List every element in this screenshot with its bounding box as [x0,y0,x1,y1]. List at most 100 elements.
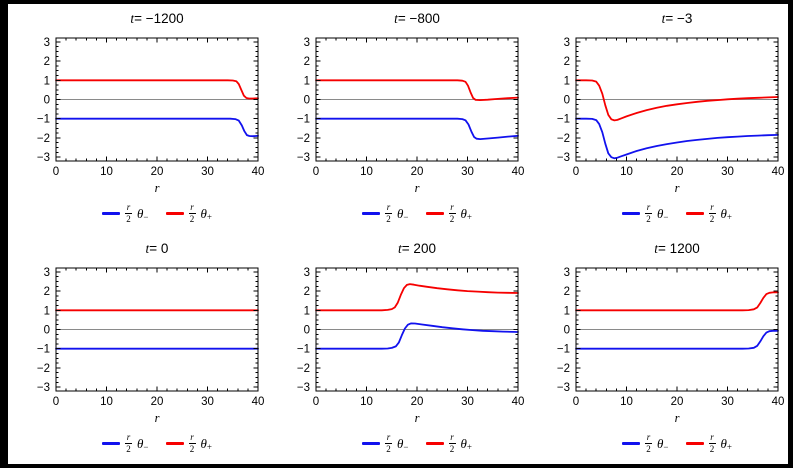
fraction-bar [188,213,196,214]
y-tick-label: −2 [37,363,50,375]
y-tick-label: 1 [44,75,50,87]
minus-subscript: − [403,211,409,222]
x-tick-label: 20 [671,396,684,408]
legend-item-theta-plus: r 2 θ+ [425,202,472,224]
y-tick-label: 3 [304,267,310,279]
x-tick-label: 10 [100,166,113,178]
legend-item-theta-minus: r 2 θ− [622,433,669,454]
legend-item-theta-minus: r 2 θ− [622,202,669,224]
x-tick-label: 40 [772,396,785,408]
theta-plus-symbol: θ+ [200,435,212,452]
minus-subscript: − [143,211,149,222]
plus-subscript: + [206,441,212,452]
y-tick-label: 0 [44,325,50,337]
title-variable: t [394,11,398,26]
panel-title: t= −1200 [130,11,183,30]
fraction-bar [125,213,133,214]
fraction-bar [125,443,133,444]
legend-line-sample-red [165,212,184,215]
y-tick-label: 2 [44,56,50,68]
plot-panel: t= −1200 0 10 20 30 40 −3 −2 −1 0 1 2 3 r r 2 θ− r … [8,4,268,234]
y-tick-label: 0 [304,325,310,337]
curve-theta-minus [55,117,259,138]
x-tick-label: 20 [151,166,164,178]
legend-item-theta-minus: r 2 θ− [362,433,409,454]
plot-area: 0 10 20 30 40 −3 −2 −1 0 1 2 3 [557,267,785,408]
legend-line-sample-red [685,442,704,445]
title-variable: t [145,241,150,256]
legend: r 2 θ− r 2 θ+ [362,203,472,224]
fraction-numerator: r [646,202,651,212]
x-axis-label: r [154,411,160,425]
curve-theta-minus [575,117,779,160]
legend-line-sample-blue [622,212,641,215]
title-variable: t [661,11,666,26]
theta-plus-symbol: θ+ [460,205,472,222]
legend-fraction: r 2 [645,433,653,454]
x-tick-label: 0 [53,396,59,408]
legend-item-theta-plus: r 2 θ+ [165,433,212,454]
legend-item-theta-plus: r 2 θ+ [685,433,732,454]
plot-panel: t= −3 0 10 20 30 40 −3 −2 −1 0 1 2 3 r r 2 θ− r 2 [528,4,788,234]
fraction-numerator: r [386,202,391,212]
curve-theta-plus [575,79,779,122]
y-tick-label: −1 [297,114,310,126]
plot-area: 0 10 20 30 40 −3 −2 −1 0 1 2 3 [557,37,785,178]
fraction-bar [708,213,716,214]
fraction-denominator: 2 [126,444,131,454]
y-tick-label: 2 [304,56,310,68]
legend: r 2 θ− r 2 θ+ [102,203,212,224]
theta-minus-symbol: θ− [657,435,669,452]
x-tick-label: 0 [573,166,579,178]
title-value: = −1200 [134,11,184,26]
legend-line-sample-blue [362,442,381,445]
theta-plus-symbol: θ+ [720,435,732,452]
fraction-numerator: r [450,202,454,212]
fraction-bar [708,443,716,444]
x-tick-label: 10 [360,396,373,408]
title-value: = −800 [397,11,440,26]
y-tick-label: 1 [304,305,310,317]
fraction-denominator: 2 [449,214,455,224]
y-tick-label: −3 [557,382,570,394]
x-axis-label: r [674,181,680,195]
y-tick-label: 3 [564,267,570,279]
theta-plus-symbol: θ+ [460,435,472,452]
fraction-denominator: 2 [709,444,715,454]
y-tick-label: −2 [37,133,50,145]
legend-item-theta-minus: r 2 θ− [102,433,149,454]
panel-title: t= 1200 [654,241,699,260]
y-tick-label: 3 [44,267,50,279]
x-tick-label: 10 [360,166,373,178]
legend-line-sample-blue [362,212,381,215]
x-tick-label: 40 [772,166,785,178]
curve-theta-minus [575,329,779,350]
y-tick-label: −3 [297,382,310,394]
legend-item-theta-minus: r 2 θ− [102,203,149,224]
x-tick-label: 0 [573,396,579,408]
y-tick-label: −3 [37,382,50,394]
plus-subscript: + [726,211,732,222]
legend-fraction: r 2 [645,202,653,224]
fraction-bar [385,213,393,214]
minus-subscript: − [403,441,409,452]
legend-line-sample-blue [622,442,641,445]
theta-minus-symbol: θ− [657,205,669,222]
plot-area: 0 10 20 30 40 −3 −2 −1 0 1 2 3 [37,37,265,178]
y-tick-label: −2 [297,133,310,145]
legend-line-sample-red [165,442,184,445]
y-tick-label: 1 [304,75,310,87]
panel-title: t= −3 [662,11,693,30]
fraction-bar [448,213,456,214]
x-tick-label: 10 [100,396,113,408]
y-tick-label: 0 [44,95,50,107]
plot-panel: t= 0 0 10 20 30 40 −3 −2 −1 0 1 2 3 r r 2 θ− r 2 [8,234,268,464]
x-tick-label: 20 [151,396,164,408]
fraction-denominator: 2 [189,444,195,454]
y-tick-label: 2 [304,286,310,298]
x-tick-label: 30 [461,396,474,408]
curve-theta-plus [315,79,519,101]
plot-area: 0 10 20 30 40 −3 −2 −1 0 1 2 3 [297,267,525,408]
theta-minus-symbol: θ− [137,205,149,222]
